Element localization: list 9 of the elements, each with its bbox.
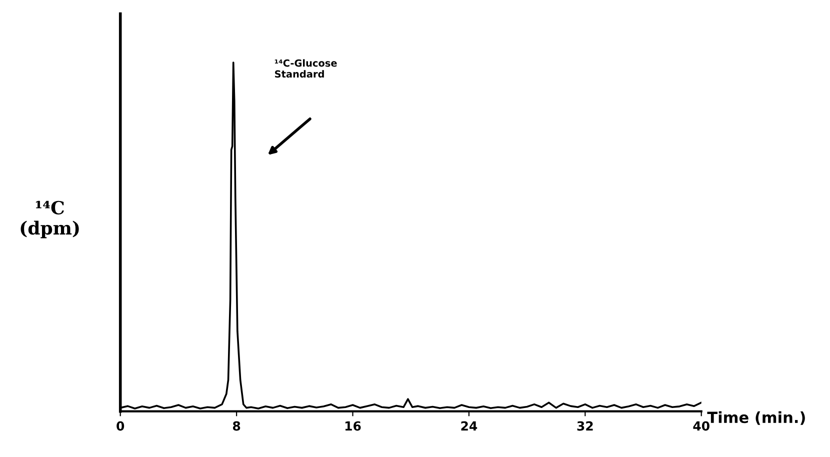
x-tick-label: 24 [461,421,478,431]
y-axis-title: ¹⁴C (dpm) [20,200,79,238]
x-tick-label: 0 [116,421,124,431]
x-axis-title: Time (min.) [707,411,805,425]
x-tick-label: 16 [345,421,361,431]
x-tick-label: 40 [693,421,710,431]
x-tick-label: 8 [232,421,240,431]
annotation: ¹⁴C-Glucose Standard [274,59,337,78]
x-tick-label: 32 [577,421,593,431]
